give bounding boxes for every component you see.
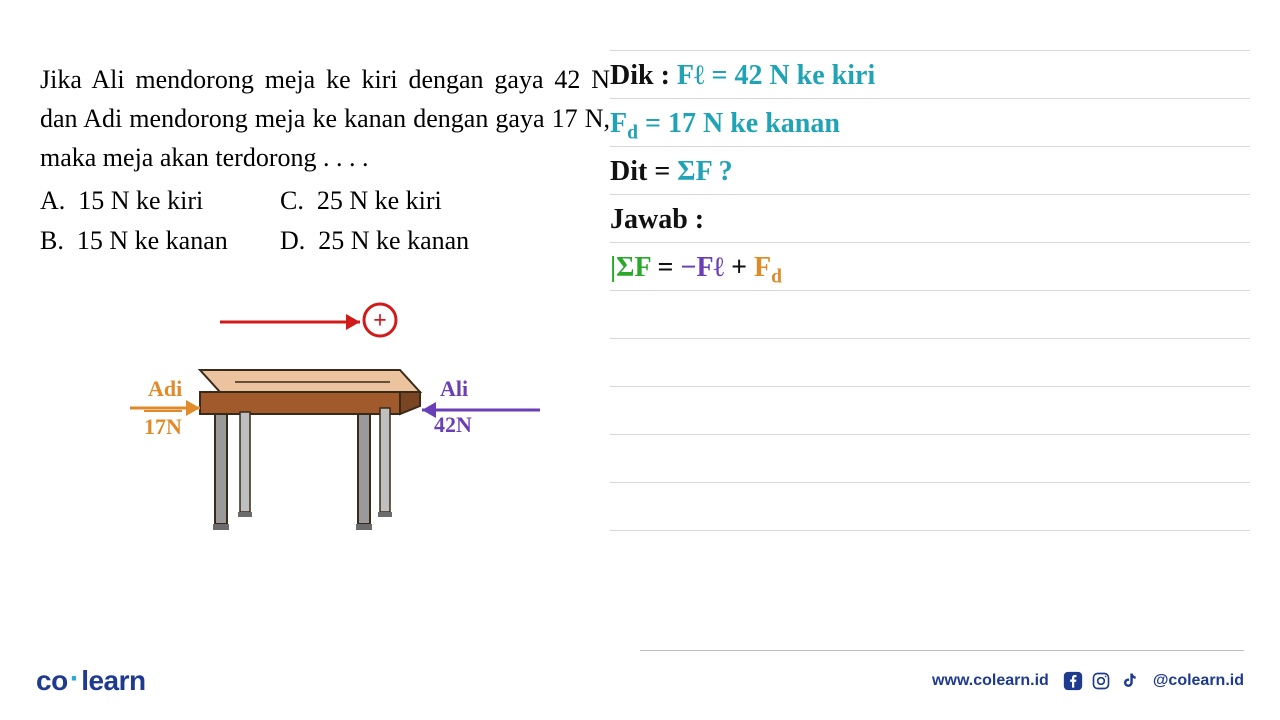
option-d-text: 25 N ke kanan <box>318 226 469 255</box>
question-text: Jika Ali mendorong meja ke kiri dengan g… <box>40 60 610 177</box>
solution-line: Dik : Fℓ = 42 N ke kiri <box>610 60 875 92</box>
footer-bar: co·learn www.colearn.id @colearn.id <box>0 656 1280 706</box>
brand-dot: · <box>68 662 82 695</box>
facebook-icon <box>1063 671 1083 691</box>
option-b: B. 15 N ke kanan <box>40 221 280 261</box>
option-c: C. 25 N ke kiri <box>280 181 610 221</box>
brand-learn: learn <box>81 665 145 696</box>
option-a-text: 15 N ke kiri <box>78 186 203 215</box>
tiktok-icon <box>1119 671 1139 691</box>
ali-force: 42N <box>434 412 472 438</box>
option-a: A. 15 N ke kiri <box>40 181 280 221</box>
instagram-icon <box>1091 671 1111 691</box>
social-icons <box>1063 671 1139 691</box>
svg-text:+: + <box>373 308 387 334</box>
option-c-text: 25 N ke kiri <box>317 186 442 215</box>
options-grid: A. 15 N ke kiri C. 25 N ke kiri B. 15 N … <box>40 181 610 262</box>
force-diagram: + <box>40 282 560 542</box>
brand-logo: co·learn <box>36 664 146 698</box>
adi-label: Adi <box>148 376 182 402</box>
solution-line: Fd = 17 N ke kanan <box>610 108 840 145</box>
option-b-text: 15 N ke kanan <box>77 226 228 255</box>
footer-handle: @colearn.id <box>1153 672 1244 690</box>
option-d: D. 25 N ke kanan <box>280 221 610 261</box>
ali-label: Ali <box>440 376 468 402</box>
footer-url: www.colearn.id <box>932 672 1049 690</box>
solution-line: |ΣF = −Fℓ + Fd <box>610 252 782 289</box>
solution-line: Jawab : <box>610 204 704 236</box>
brand-co: co <box>36 665 68 696</box>
diagram-svg: + <box>40 282 560 542</box>
question-panel: Jika Ali mendorong meja ke kiri dengan g… <box>40 60 610 640</box>
adi-force: 17N <box>144 410 182 440</box>
solution-line: Dit = ΣF ? <box>610 156 733 188</box>
footer-divider <box>640 650 1244 651</box>
footer-right: www.colearn.id @colearn.id <box>932 671 1244 691</box>
solution-panel: Dik : Fℓ = 42 N ke kiri Fd = 17 N ke kan… <box>610 60 1250 640</box>
